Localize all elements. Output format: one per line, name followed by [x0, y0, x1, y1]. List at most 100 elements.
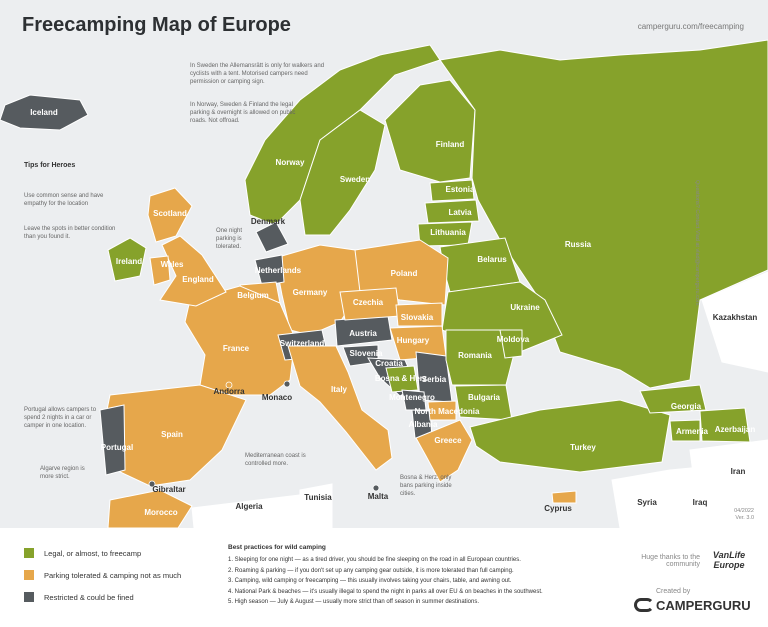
bottom-panel: Legal, or almost, to freecamp Parking tol…: [0, 528, 768, 627]
country-label: Netherlands: [255, 266, 302, 275]
best-practice: 1. Sleeping for one night — as a tired d…: [228, 557, 521, 563]
country-shape: [384, 79, 476, 183]
country-shape: [184, 285, 296, 396]
country-shape: [147, 187, 193, 243]
country-shape: [669, 464, 733, 528]
country-shape: [427, 400, 457, 421]
brand-logo: [634, 598, 654, 612]
note: Algarve region is more strict.: [40, 466, 85, 480]
country-shape: [287, 345, 393, 471]
legend-label: Legal, or almost, to freecamp: [44, 548, 142, 558]
note: Mediterranean coast is controlled more.: [245, 453, 306, 467]
best-practice: 5. High season — July & August — usually…: [228, 599, 480, 605]
country-label: Portugal: [101, 443, 133, 452]
country-label: Cyprus: [544, 504, 572, 513]
country-label: Georgia: [671, 402, 702, 411]
country-label: Ukraine: [510, 303, 540, 312]
country-label: Serbia: [422, 375, 447, 384]
country-shape: [372, 484, 380, 492]
countries: [0, 39, 768, 528]
country-shape: [159, 235, 227, 307]
country-label: Andorra: [213, 387, 245, 396]
side-note: Questions? Contact Vlad at vlad@campergu…: [694, 180, 700, 306]
country-label: Albania: [409, 420, 438, 429]
country-label: Bulgaria: [468, 393, 501, 402]
country-label: Iraq: [693, 498, 708, 507]
country-label: Morocco: [144, 508, 177, 517]
country-label: Syria: [637, 498, 657, 507]
tip: Leave the spots in better condition than…: [24, 226, 116, 240]
country-shape: [429, 179, 475, 202]
version: Ver. 3.0: [735, 515, 754, 521]
country-label: Lithuania: [430, 228, 466, 237]
legend-item: Restricted & could be fined: [24, 592, 134, 602]
country-label: Slovakia: [401, 313, 434, 322]
best-practice: 3. Camping, wild camping or freecamping …: [228, 578, 512, 584]
country-label: Belarus: [477, 255, 507, 264]
note: Bosna & Herz. only bans parking inside c…: [400, 475, 452, 497]
country-shape: [299, 109, 386, 236]
country-shape: [299, 483, 333, 528]
best-practice: 4. National Park & beaches — it's usuall…: [228, 588, 543, 595]
tips-title: Tips for Heroes: [24, 162, 76, 169]
country-shape: [701, 271, 768, 373]
country-label: Norway: [276, 158, 305, 167]
legend-item: Parking tolerated & camping not as much: [24, 570, 181, 580]
country-shape: [255, 221, 289, 253]
title: Freecamping Map of Europe: [22, 14, 291, 36]
country-label: Russia: [565, 240, 592, 249]
country-label: Belgium: [237, 291, 269, 300]
country-shape: [107, 489, 193, 528]
country-label: Bosna & Herz.: [375, 374, 429, 383]
country-label: Malta: [368, 492, 389, 501]
country-shape: [149, 255, 171, 286]
country-label: Azerbaijan: [715, 425, 756, 434]
country-label: Armenia: [676, 427, 709, 436]
country-shape: [225, 381, 233, 389]
country-shape: [499, 329, 523, 359]
thanks: Huge thanks to the community: [641, 554, 700, 568]
legend-swatch: [24, 570, 34, 580]
country-label: Italy: [331, 385, 348, 394]
note: In Sweden the Allemansrätt is only for w…: [190, 63, 325, 85]
date: 04/2022: [734, 508, 754, 514]
country-label: Wales: [161, 260, 184, 269]
created-by: Created by: [656, 588, 691, 595]
legend-swatch: [24, 592, 34, 602]
country-shape: [191, 494, 301, 528]
country-label: Spain: [161, 430, 183, 439]
country-shape: [254, 254, 285, 287]
country-label: Kazakhstan: [713, 313, 758, 322]
country-label: Denmark: [251, 217, 286, 226]
country-label: Estonia: [446, 185, 475, 194]
country-label: Romania: [458, 351, 492, 360]
country-label: Scotland: [153, 209, 187, 218]
country-label: Slovenia: [350, 349, 383, 358]
country-label: Austria: [349, 329, 377, 338]
country-shape: [611, 469, 671, 528]
country-label: Monaco: [262, 393, 292, 402]
country-shape: [639, 384, 707, 414]
best-practices-title: Best practices for wild camping: [228, 544, 326, 551]
note: Portugal allows campers to spend 2 night…: [24, 407, 97, 429]
country-shape: [469, 399, 671, 473]
url: camperguru.com/freecamping: [637, 22, 744, 31]
country-shape: [439, 39, 768, 389]
country-label: France: [223, 344, 250, 353]
country-label: Gibraltar: [152, 485, 185, 494]
brand: CAMPERGURU: [656, 598, 751, 613]
country-shape: [669, 419, 701, 442]
country-shape: [424, 199, 480, 224]
country-label: Croatia: [375, 359, 403, 368]
country-label: Finland: [436, 140, 465, 149]
country-label: Iceland: [30, 108, 58, 117]
country-label: Latvia: [448, 208, 472, 217]
country-shape: [148, 480, 156, 488]
country-shape: [415, 419, 473, 483]
country-label: Montenegro: [389, 393, 435, 402]
note: In Norway, Sweden & Finland the legal pa…: [190, 102, 296, 124]
legend-label: Parking tolerated & camping not as much: [44, 570, 182, 580]
country-shape: [283, 380, 291, 388]
country-label: Moldova: [497, 335, 530, 344]
